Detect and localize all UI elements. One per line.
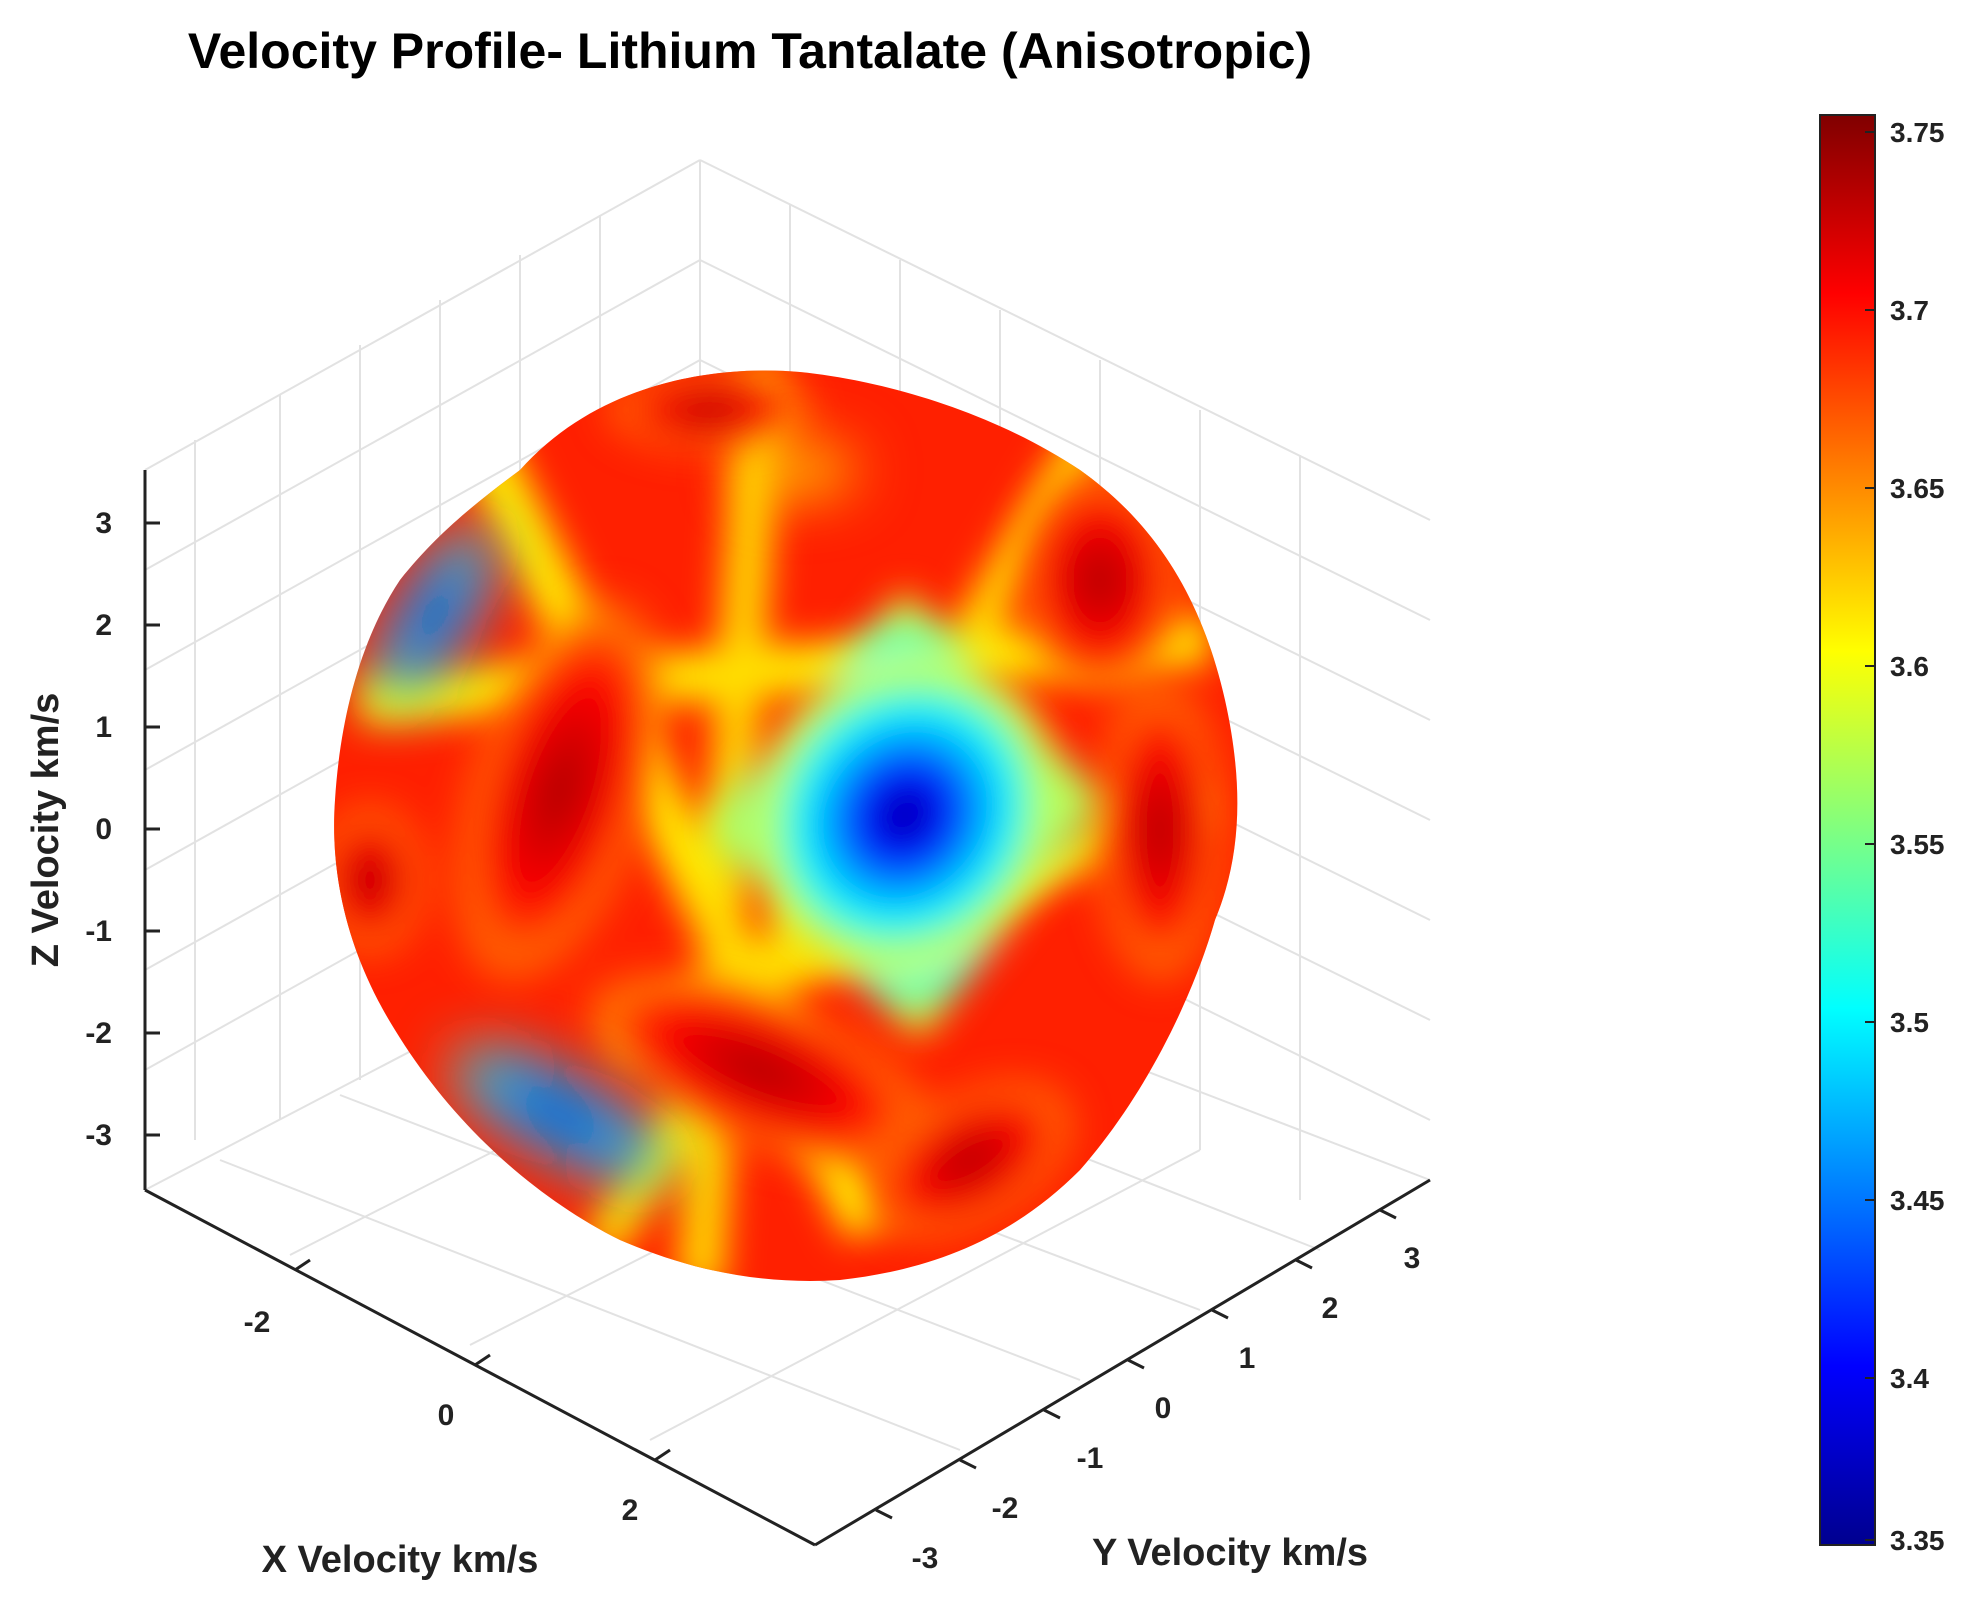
y-tick-label: 0	[1155, 1392, 1172, 1425]
y-tick-label: -3	[912, 1542, 939, 1575]
x-axis-ticks: -2 0 2	[244, 1258, 671, 1527]
colorbar-tick-label: 3.65	[1890, 473, 1945, 504]
x-tick-label: -2	[244, 1306, 271, 1339]
colorbar-gradient	[1819, 114, 1876, 1546]
chart-title: Velocity Profile- Lithium Tantalate (Ani…	[187, 23, 1313, 79]
y-axis-ticks: -3 -2 -1 0 1 2 3	[875, 1208, 1421, 1575]
colorbar: 3.75 3.7 3.65 3.6 3.55 3.5 3.45 3.4 3.35	[1819, 114, 1945, 1556]
z-tick-label: 3	[95, 507, 112, 540]
y-tick-label: 3	[1404, 1242, 1421, 1275]
x-tick-label: 0	[438, 1399, 455, 1432]
y-axis-label: Y Velocity km/s	[1092, 1532, 1368, 1574]
x-axis-label: X Velocity km/s	[262, 1539, 539, 1581]
y-tick-label: 1	[1239, 1342, 1256, 1375]
y-tick-label: 2	[1322, 1292, 1339, 1325]
colorbar-tick-label: 3.7	[1890, 295, 1929, 326]
z-tick-label: 2	[95, 609, 112, 642]
z-axis-ticks: 3 2 1 0 -1 -2 -3	[85, 507, 160, 1152]
colorbar-tick-label: 3.6	[1890, 651, 1929, 682]
y-tick-label: -1	[1077, 1442, 1104, 1475]
colorbar-tick-label: 3.35	[1890, 1525, 1945, 1556]
z-axis-label: Z Velocity km/s	[25, 693, 67, 968]
colorbar-tick-label: 3.75	[1890, 117, 1945, 148]
velocity-surface	[334, 370, 1238, 1281]
z-tick-label: -2	[85, 1017, 112, 1050]
y-axis-line	[814, 1178, 1431, 1547]
colorbar-tick-label: 3.55	[1890, 829, 1945, 860]
x-axis-line	[144, 1188, 816, 1547]
z-tick-label: -1	[85, 915, 112, 948]
z-tick-label: 1	[95, 711, 112, 744]
x-tick-label: 2	[622, 1494, 639, 1527]
z-tick-label: 0	[95, 813, 112, 846]
colorbar-tick-label: 3.4	[1890, 1363, 1929, 1394]
z-tick-label: -3	[85, 1119, 112, 1152]
y-tick-label: -2	[992, 1492, 1019, 1525]
colorbar-tick-label: 3.45	[1890, 1185, 1945, 1216]
colorbar-tick-label: 3.5	[1890, 1007, 1929, 1038]
